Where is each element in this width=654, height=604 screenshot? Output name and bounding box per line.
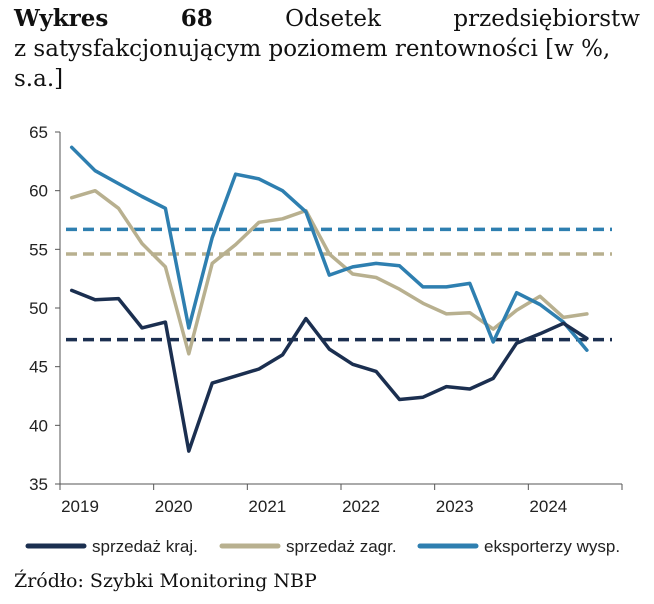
legend-label: sprzedaż kraj. — [92, 537, 198, 556]
y-tick-label: 55 — [29, 240, 48, 259]
legend-label: eksporterzy wysp. — [484, 537, 620, 556]
x-tick-label: 2022 — [342, 497, 380, 516]
x-tick-label: 2023 — [436, 497, 474, 516]
title-number: 68 — [180, 5, 213, 32]
title-line3: s.a.] — [14, 66, 64, 92]
title-word2: przedsiębiorstw — [453, 6, 640, 32]
y-tick-label: 45 — [29, 358, 48, 377]
legend-label: sprzedaż zagr. — [286, 537, 397, 556]
y-tick-label: 35 — [29, 475, 48, 494]
x-tick-label: 2021 — [248, 497, 286, 516]
source-note: Źródło: Szybki Monitoring NBP — [14, 570, 317, 592]
x-tick-label: 2020 — [155, 497, 193, 516]
chart-title: Wykres 68 Odsetek przedsiębiorstw z saty… — [14, 4, 640, 94]
y-tick-label: 65 — [29, 123, 48, 142]
title-label: Wykres — [14, 5, 109, 32]
title-line2: z satysfakcjonującym poziomem rentownośc… — [14, 36, 611, 62]
y-tick-label: 60 — [29, 182, 48, 201]
title-word1: Odsetek — [285, 6, 381, 32]
series-line — [69, 145, 589, 352]
x-tick-label: 2024 — [529, 497, 567, 516]
x-tick-label: 2019 — [61, 497, 99, 516]
y-tick-label: 50 — [29, 299, 48, 318]
series-line — [69, 288, 589, 453]
y-tick-label: 40 — [29, 416, 48, 435]
